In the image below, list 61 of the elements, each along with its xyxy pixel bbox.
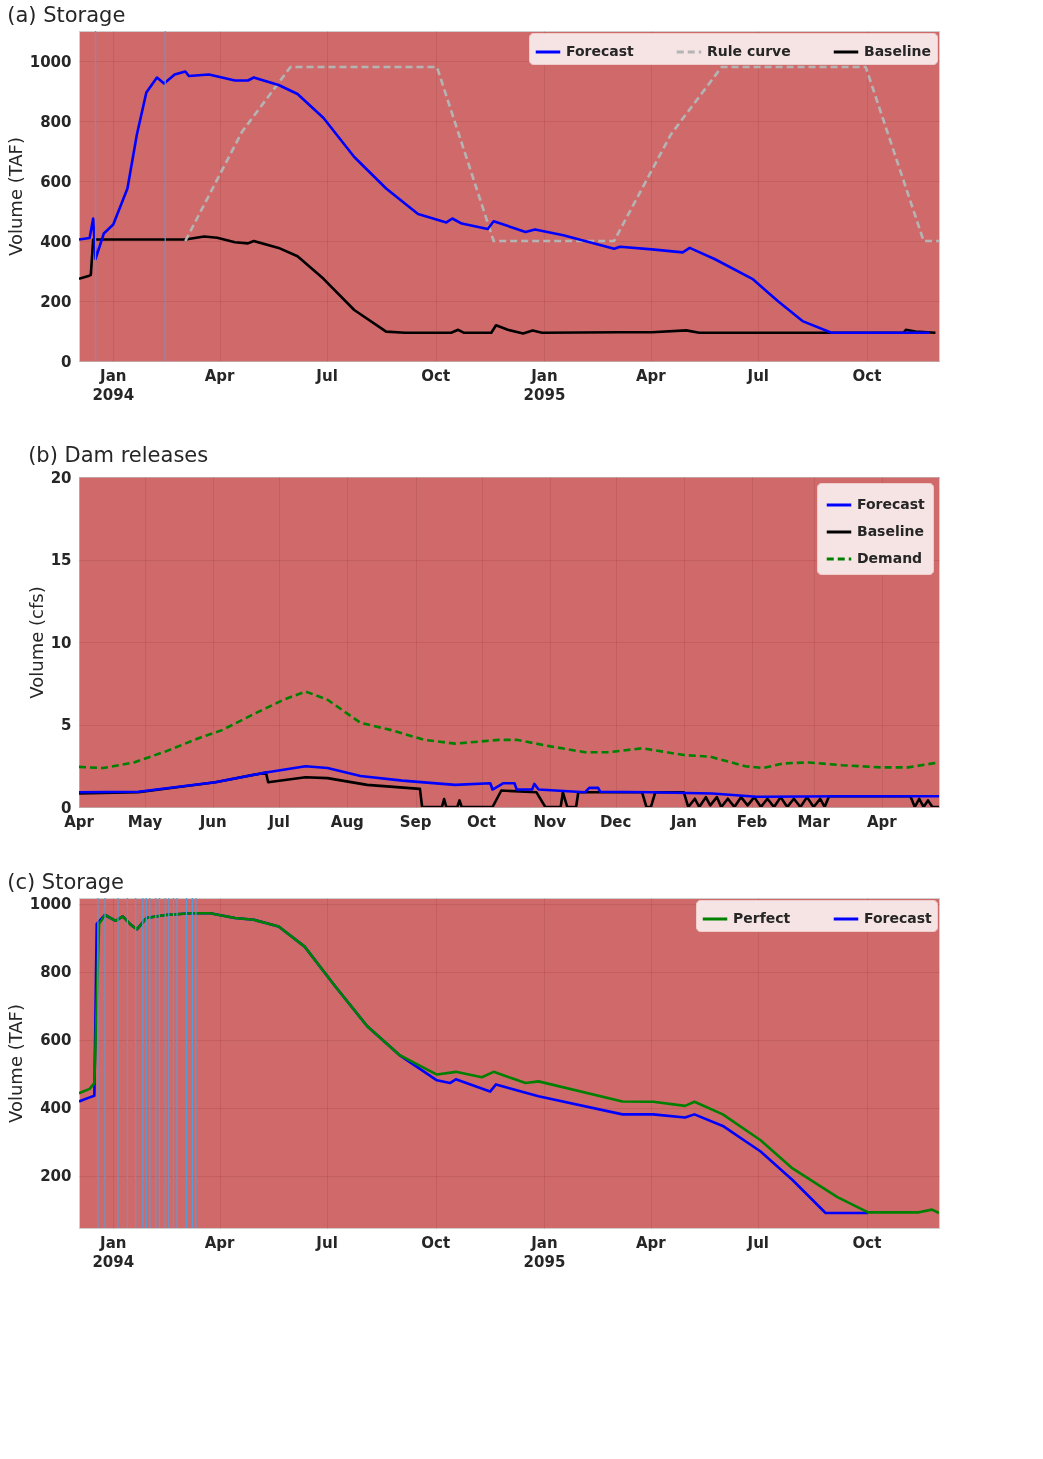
y-axis-title: Volume (TAF) [4, 137, 26, 256]
chart-title: (a) Storage [7, 3, 126, 28]
line-series [184, 65, 939, 243]
x-tick-label: Jan [669, 813, 698, 831]
x-tick-label: Dec [599, 813, 632, 831]
x-tick-label: Jul [267, 813, 290, 831]
legend-label: Forecast [864, 910, 933, 926]
x-tick-label: Oct [421, 1234, 451, 1252]
y-tick-label: 1000 [29, 895, 72, 914]
x-tick-label: Apr [635, 1234, 667, 1252]
x-tick-label: Oct [852, 367, 882, 385]
x-tick-label: Apr [64, 813, 95, 831]
x-tick-label: Jul [315, 1234, 338, 1252]
y-tick-label: 800 [40, 963, 72, 982]
y-axis-title: Volume (TAF) [4, 1004, 26, 1123]
x-tick-label: Oct [467, 813, 496, 831]
chart-title: (b) Dam releases [28, 443, 209, 467]
y-tick-label: 600 [40, 1031, 72, 1050]
y-tick-label: 15 [50, 551, 72, 569]
x-tick-label: Nov [533, 813, 567, 831]
x-tick-label: Mar [797, 813, 831, 831]
y-tick-label: 600 [40, 172, 72, 191]
y-tick-label: 200 [40, 1167, 72, 1186]
legend-label: Demand [857, 550, 923, 566]
legend-label: Forecast [857, 496, 926, 512]
x-tick-label: Jul [315, 367, 338, 385]
x-tick-label: Apr [635, 367, 667, 385]
x-tick-label: Jan 2095 [523, 1234, 566, 1271]
y-axis-title: Volume (cfs) [25, 586, 47, 699]
legend-label: Forecast [566, 43, 635, 59]
legend-label: Perfect [733, 910, 791, 926]
x-tick-label: May [127, 813, 163, 831]
y-tick-label: 200 [40, 292, 72, 311]
x-tick-label: Jun [198, 813, 227, 831]
x-tick-label: Sep [399, 813, 432, 831]
y-tick-label: 1000 [29, 52, 72, 71]
y-tick-label: 5 [61, 716, 72, 734]
x-tick-label: Jul [746, 367, 769, 385]
legend-label: Baseline [857, 523, 925, 539]
x-tick-label: Apr [204, 1234, 236, 1252]
x-tick-label: Feb [736, 813, 768, 831]
x-tick-label: Jan 2095 [523, 367, 566, 404]
x-tick-label: Oct [852, 1234, 882, 1252]
y-tick-label: 400 [40, 232, 72, 251]
legend-label: Baseline [864, 43, 932, 59]
line-series [79, 70, 931, 335]
y-tick-label: 20 [50, 468, 72, 487]
legend-label: Rule curve [707, 43, 791, 59]
x-tick-label: Apr [204, 367, 236, 385]
y-tick-label: 400 [40, 1099, 72, 1118]
x-tick-label: Aug [330, 813, 364, 831]
x-tick-label: Jan 2094 [92, 367, 135, 404]
chart-title: (c) Storage [7, 869, 125, 894]
y-tick-label: 10 [50, 633, 72, 652]
line-series [79, 764, 939, 799]
x-tick-label: Apr [866, 813, 898, 831]
y-tick-label: 800 [40, 112, 72, 131]
x-tick-label: Oct [421, 367, 451, 385]
y-tick-label: 0 [61, 352, 72, 371]
x-tick-label: Jul [746, 1234, 769, 1252]
x-tick-label: Jan 2094 [92, 1234, 135, 1271]
